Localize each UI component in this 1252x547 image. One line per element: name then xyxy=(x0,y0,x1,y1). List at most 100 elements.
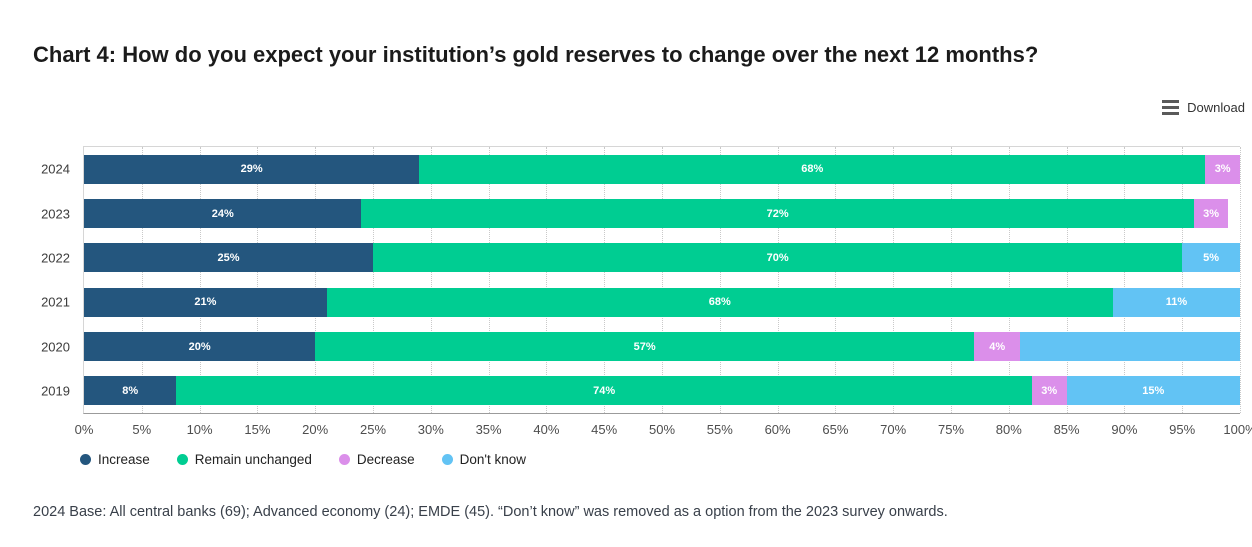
x-axis-tick-label: 60% xyxy=(764,422,791,437)
x-axis-tick-label: 35% xyxy=(475,422,502,437)
gridline xyxy=(257,147,259,413)
bar-value-label: 70% xyxy=(766,251,789,264)
bar-segment-remain-unchanged[interactable]: 72% xyxy=(361,199,1194,228)
bar-segment-remain-unchanged[interactable]: 70% xyxy=(373,243,1183,273)
gridline xyxy=(719,147,721,413)
bar-segment-don-t-know[interactable]: 15% xyxy=(1066,376,1240,406)
bar-segment-decrease[interactable]: 3% xyxy=(1031,376,1067,406)
bar-row-2021: 21% 68% 11% xyxy=(84,287,1240,317)
bar-segment-remain-unchanged[interactable]: 68% xyxy=(419,154,1206,184)
bar-row-2023: 24% 72% 3% xyxy=(84,199,1240,228)
x-axis-tick-label: 30% xyxy=(417,422,444,437)
bar-value-label: 24% xyxy=(211,207,234,220)
legend-label: Increase xyxy=(98,452,150,467)
bar-row-2024: 29% 68% 3% xyxy=(84,154,1240,184)
x-axis-tick-label: 5% xyxy=(132,422,152,437)
bar-segment-don-t-know[interactable]: 11% xyxy=(1112,287,1240,317)
x-axis-tick-label: 20% xyxy=(302,422,329,437)
bar-segment-remain-unchanged[interactable]: 57% xyxy=(315,332,975,361)
legend-label: Remain unchanged xyxy=(194,452,312,467)
x-axis-tick-label: 15% xyxy=(244,422,271,437)
bar-row-2022: 25% 70% 5% xyxy=(84,243,1240,273)
bar-segment-remain-unchanged[interactable]: 68% xyxy=(326,287,1113,317)
bar-segment-increase[interactable]: 21% xyxy=(84,287,327,317)
x-axis-tick-label: 75% xyxy=(937,422,965,437)
y-axis-category-label: 2021 xyxy=(41,294,70,310)
download-button[interactable]: Download xyxy=(1162,100,1245,115)
legend-marker-icon xyxy=(80,454,91,465)
bar-value-label: 21% xyxy=(194,296,217,309)
bar-value-label: 4% xyxy=(989,340,1006,353)
bar-value-label: 29% xyxy=(240,163,263,176)
bar-segment-decrease[interactable]: 3% xyxy=(1193,199,1229,228)
bar-value-label: 74% xyxy=(593,384,616,397)
x-axis-tick-label: 100% xyxy=(1223,422,1252,437)
bar-segment-increase[interactable]: 25% xyxy=(84,243,373,273)
plot-area: 0% 5% 10% 15% 20% 25% 30% 35% 40% 45% 50% 55% 60% 65%… xyxy=(41,146,1252,437)
bar-segment-remain-unchanged[interactable]: 74% xyxy=(176,376,1032,406)
bar-value-label: 15% xyxy=(1142,384,1165,397)
legend-marker-icon xyxy=(441,454,453,465)
gridline xyxy=(430,147,432,413)
bar-segment-don-t-know[interactable] xyxy=(1020,332,1240,361)
bar-segment-increase[interactable]: 24% xyxy=(84,199,362,228)
legend-item-remain-unchanged[interactable]: Remain unchanged xyxy=(176,452,312,467)
bar-value-label: 25% xyxy=(217,251,240,264)
y-axis-category-label: 2023 xyxy=(41,206,70,221)
gridline xyxy=(662,147,663,413)
gridline xyxy=(315,147,317,413)
legend-item-decrease[interactable]: Decrease xyxy=(338,452,415,467)
gridline xyxy=(951,147,952,413)
bar-row-2019: 8% 74% 3% 15% xyxy=(84,376,1240,406)
gridline xyxy=(1124,147,1126,413)
x-axis-tick-label: 25% xyxy=(359,422,387,437)
y-axis-category-label: 2022 xyxy=(41,250,70,266)
x-axis-tick-label: 0% xyxy=(74,422,94,437)
bar-value-label: 3% xyxy=(1203,207,1220,220)
chart-title: Chart 4: How do you expect your institut… xyxy=(33,42,1039,67)
gridline xyxy=(488,147,490,413)
bar-value-label: 57% xyxy=(633,340,656,353)
y-axis-category-label: 2024 xyxy=(41,161,70,177)
gridline xyxy=(141,147,143,413)
y-axis-category-label: 2019 xyxy=(41,383,70,399)
gridline xyxy=(373,147,374,413)
legend-marker-icon xyxy=(176,454,188,465)
legend: Increase Remain unchanged Decrease Don't kn… xyxy=(80,452,526,467)
x-axis-tick-label: 80% xyxy=(995,422,1022,437)
bar-segment-increase[interactable]: 29% xyxy=(84,154,420,184)
bar-segment-decrease[interactable]: 3% xyxy=(1205,154,1240,184)
bar-segment-decrease[interactable]: 4% xyxy=(974,332,1021,361)
x-axis-tick-label: 70% xyxy=(880,422,907,437)
bar-value-label: 72% xyxy=(766,207,789,220)
legend-item-don-t-know[interactable]: Don't know xyxy=(441,452,526,467)
gridline xyxy=(893,147,895,413)
x-axis-tick-label: 40% xyxy=(533,422,560,437)
y-axis-category-label: 2020 xyxy=(41,339,70,354)
bar-value-label: 5% xyxy=(1203,251,1220,264)
bar-value-label: 8% xyxy=(122,384,139,397)
bar-value-label: 20% xyxy=(188,340,211,353)
legend-item-increase[interactable]: Increase xyxy=(80,452,150,467)
bar-value-label: 3% xyxy=(1041,384,1058,397)
x-axis-tick-label: 65% xyxy=(822,422,849,437)
bar-value-label: 68% xyxy=(708,296,731,309)
x-axis-tick-label: 45% xyxy=(591,422,618,437)
x-axis-tick-label: 10% xyxy=(186,422,213,437)
bar-segment-don-t-know[interactable]: 5% xyxy=(1182,243,1240,273)
x-axis-tick-label: 90% xyxy=(1111,422,1138,437)
bar-segment-increase[interactable]: 8% xyxy=(84,376,177,406)
gridline xyxy=(1240,147,1241,413)
bar-value-label: 68% xyxy=(801,163,824,176)
gridline xyxy=(777,147,779,413)
x-axis-tick-label: 55% xyxy=(706,422,733,437)
bar-segment-increase[interactable]: 20% xyxy=(84,332,316,361)
x-axis-tick-label: 85% xyxy=(1053,422,1080,437)
gridline xyxy=(546,147,548,413)
gridline xyxy=(199,147,201,413)
x-axis-tick-label: 95% xyxy=(1169,422,1196,437)
gridline xyxy=(604,147,606,413)
legend-marker-icon xyxy=(338,454,350,465)
gridline xyxy=(1182,147,1184,413)
